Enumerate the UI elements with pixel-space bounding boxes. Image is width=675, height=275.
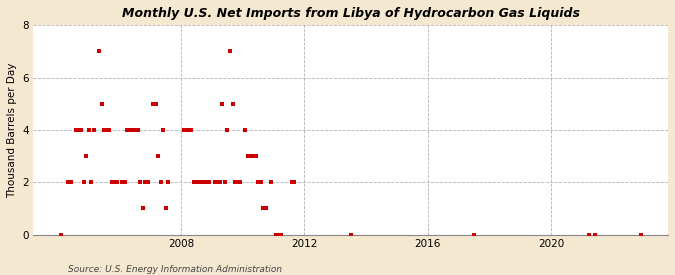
- Point: [94, 49, 105, 54]
- Point: [222, 128, 233, 132]
- Point: [65, 180, 76, 185]
- Point: [215, 180, 225, 185]
- Point: [153, 154, 163, 158]
- Point: [635, 232, 646, 237]
- Point: [135, 180, 146, 185]
- Point: [286, 180, 297, 185]
- Point: [101, 128, 112, 132]
- Point: [97, 101, 107, 106]
- Point: [117, 180, 128, 185]
- Point: [201, 180, 212, 185]
- Point: [219, 180, 230, 185]
- Point: [212, 180, 223, 185]
- Point: [196, 180, 207, 185]
- Point: [209, 180, 220, 185]
- Point: [255, 180, 266, 185]
- Point: [271, 232, 281, 237]
- Point: [181, 128, 192, 132]
- Point: [111, 180, 122, 185]
- Point: [199, 180, 210, 185]
- Point: [155, 180, 166, 185]
- Point: [258, 206, 269, 211]
- Point: [253, 180, 264, 185]
- Point: [186, 128, 197, 132]
- Point: [109, 180, 120, 185]
- Point: [230, 180, 240, 185]
- Point: [468, 232, 479, 237]
- Point: [127, 128, 138, 132]
- Point: [232, 180, 243, 185]
- Point: [76, 128, 86, 132]
- Point: [276, 232, 287, 237]
- Point: [245, 154, 256, 158]
- Point: [204, 180, 215, 185]
- Point: [589, 232, 600, 237]
- Point: [150, 101, 161, 106]
- Point: [158, 128, 169, 132]
- Point: [266, 180, 277, 185]
- Point: [104, 128, 115, 132]
- Point: [142, 180, 153, 185]
- Point: [124, 128, 135, 132]
- Point: [78, 180, 89, 185]
- Point: [346, 232, 356, 237]
- Point: [289, 180, 300, 185]
- Point: [240, 128, 251, 132]
- Point: [161, 206, 171, 211]
- Point: [261, 206, 271, 211]
- Point: [194, 180, 205, 185]
- Point: [188, 180, 199, 185]
- Point: [242, 154, 253, 158]
- Point: [217, 101, 227, 106]
- Point: [584, 232, 595, 237]
- Title: Monthly U.S. Net Imports from Libya of Hydrocarbon Gas Liquids: Monthly U.S. Net Imports from Libya of H…: [122, 7, 580, 20]
- Point: [119, 180, 130, 185]
- Point: [191, 180, 202, 185]
- Point: [250, 154, 261, 158]
- Point: [225, 49, 236, 54]
- Point: [83, 128, 94, 132]
- Point: [273, 232, 284, 237]
- Point: [178, 128, 189, 132]
- Point: [132, 128, 143, 132]
- Point: [184, 128, 194, 132]
- Point: [248, 154, 259, 158]
- Point: [137, 206, 148, 211]
- Point: [88, 128, 99, 132]
- Point: [81, 154, 92, 158]
- Point: [122, 128, 133, 132]
- Point: [107, 180, 117, 185]
- Point: [163, 180, 173, 185]
- Text: Source: U.S. Energy Information Administration: Source: U.S. Energy Information Administ…: [68, 265, 281, 274]
- Point: [227, 101, 238, 106]
- Point: [86, 180, 97, 185]
- Point: [148, 101, 159, 106]
- Y-axis label: Thousand Barrels per Day: Thousand Barrels per Day: [7, 62, 17, 198]
- Point: [73, 128, 84, 132]
- Point: [130, 128, 140, 132]
- Point: [63, 180, 74, 185]
- Point: [70, 128, 81, 132]
- Point: [235, 180, 246, 185]
- Point: [140, 180, 151, 185]
- Point: [99, 128, 109, 132]
- Point: [55, 232, 66, 237]
